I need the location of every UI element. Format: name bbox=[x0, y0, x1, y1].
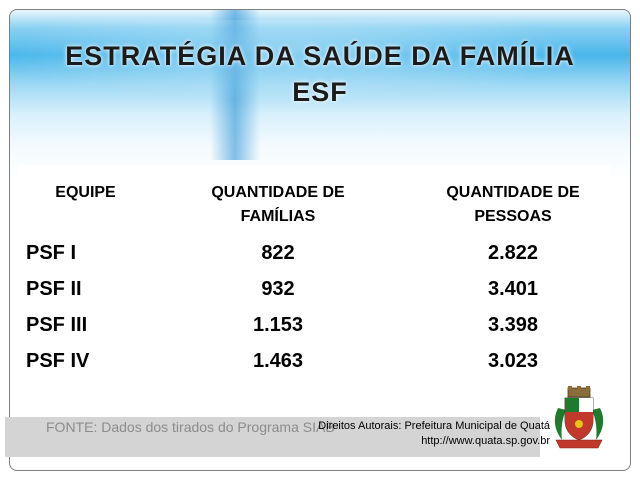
footer-bar bbox=[5, 417, 540, 457]
table-row: PSF IV 1.463 3.023 bbox=[18, 343, 610, 379]
header-families-line2: FAMÍLIAS bbox=[240, 208, 316, 225]
team-cell: PSF I bbox=[26, 242, 77, 264]
header-families-line1: QUANTIDADE DE bbox=[211, 184, 345, 201]
families-cell: 1.153 bbox=[252, 314, 304, 336]
table-row: PSF I 822 2.822 bbox=[18, 235, 610, 271]
team-cell: PSF III bbox=[26, 314, 88, 336]
header-team: EQUIPE bbox=[18, 181, 153, 205]
copyright-credits: Direitos Autorais: Prefeitura Municipal … bbox=[318, 419, 550, 449]
slide-title-line2: ESF bbox=[292, 77, 348, 107]
municipal-coat-of-arms-icon bbox=[554, 386, 604, 449]
people-cell: 3.401 bbox=[487, 278, 539, 300]
families-cell: 822 bbox=[261, 242, 295, 264]
credits-line1: Direitos Autorais: Prefeitura Municipal … bbox=[318, 420, 550, 432]
header-team-label: EQUIPE bbox=[55, 184, 116, 201]
source-note: FONTE: Dados dos tirados do Programa SIA… bbox=[46, 419, 335, 435]
families-cell: 932 bbox=[261, 278, 295, 300]
header-glow bbox=[10, 20, 630, 110]
header-families: QUANTIDADE DE FAMÍLIAS bbox=[188, 181, 368, 229]
header-people: QUANTIDADE DE PESSOAS bbox=[403, 181, 623, 229]
people-cell: 3.023 bbox=[487, 350, 539, 372]
team-cell: PSF IV bbox=[26, 350, 90, 372]
people-cell: 3.398 bbox=[487, 314, 539, 336]
header-people-line1: QUANTIDADE DE bbox=[446, 184, 580, 201]
header-people-line2: PESSOAS bbox=[474, 208, 552, 225]
credits-url[interactable]: http://www.quata.sp.gov.br bbox=[421, 435, 550, 447]
slide-title-line1: ESTRATÉGIA DA SAÚDE DA FAMÍLIA bbox=[65, 41, 575, 71]
table-row: PSF II 932 3.401 bbox=[18, 271, 610, 307]
slide: ESTRATÉGIA DA SAÚDE DA FAMÍLIA ESF EQUIP… bbox=[9, 9, 631, 471]
slide-title: ESTRATÉGIA DA SAÚDE DA FAMÍLIA ESF bbox=[10, 38, 630, 110]
teams-table: EQUIPE QUANTIDADE DE FAMÍLIAS QUANTIDADE… bbox=[18, 165, 610, 375]
header-light-streak bbox=[210, 10, 260, 160]
people-cell: 2.822 bbox=[487, 242, 539, 264]
table-row: PSF III 1.153 3.398 bbox=[18, 307, 610, 343]
team-cell: PSF II bbox=[26, 278, 82, 300]
families-cell: 1.463 bbox=[252, 350, 304, 372]
